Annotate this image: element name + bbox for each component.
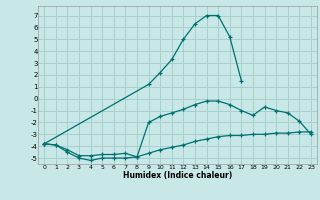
X-axis label: Humidex (Indice chaleur): Humidex (Indice chaleur) bbox=[123, 171, 232, 180]
